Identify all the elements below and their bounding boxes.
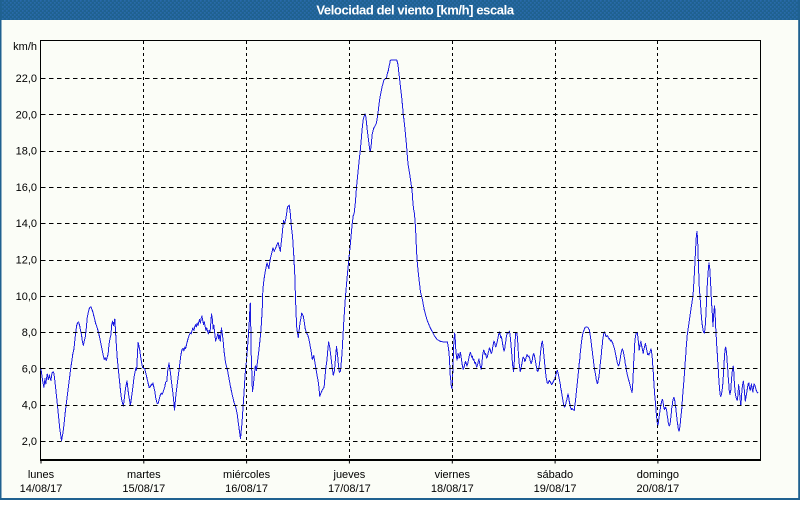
svg-text:miércoles: miércoles: [223, 469, 271, 481]
svg-text:domingo: domingo: [637, 469, 679, 481]
svg-text:4,0: 4,0: [22, 400, 37, 412]
svg-text:2,0: 2,0: [22, 436, 37, 448]
svg-text:18/08/17: 18/08/17: [431, 483, 474, 495]
svg-text:8,0: 8,0: [22, 327, 37, 339]
svg-text:viernes: viernes: [435, 469, 471, 481]
svg-text:16,0: 16,0: [16, 182, 37, 194]
svg-text:12,0: 12,0: [16, 255, 37, 267]
svg-text:sábado: sábado: [537, 469, 573, 481]
svg-text:20/08/17: 20/08/17: [636, 483, 679, 495]
svg-text:10,0: 10,0: [16, 291, 37, 303]
svg-text:19/08/17: 19/08/17: [534, 483, 577, 495]
svg-text:15/08/17: 15/08/17: [122, 483, 165, 495]
svg-text:Velocidad del viento [km/h] es: Velocidad del viento [km/h] escala: [316, 3, 515, 18]
svg-text:km/h: km/h: [13, 41, 37, 53]
svg-text:17/08/17: 17/08/17: [328, 483, 371, 495]
svg-text:jueves: jueves: [333, 469, 366, 481]
svg-text:20,0: 20,0: [16, 109, 37, 121]
svg-text:18,0: 18,0: [16, 146, 37, 158]
svg-text:14/08/17: 14/08/17: [20, 483, 63, 495]
svg-text:16/08/17: 16/08/17: [225, 483, 268, 495]
svg-text:6,0: 6,0: [22, 363, 37, 375]
svg-text:lunes: lunes: [28, 469, 55, 481]
svg-text:22,0: 22,0: [16, 73, 37, 85]
svg-text:14,0: 14,0: [16, 218, 37, 230]
svg-text:martes: martes: [127, 469, 161, 481]
